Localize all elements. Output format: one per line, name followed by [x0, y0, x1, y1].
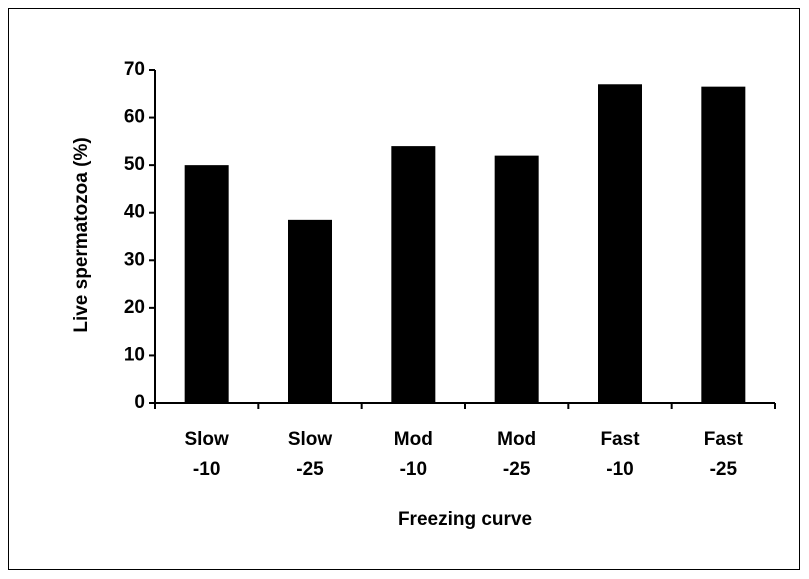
bar	[184, 165, 229, 403]
x-tick-label: Slow -25	[287, 429, 333, 480]
y-tick-label: 0	[134, 392, 145, 413]
x-axis-title: Freezing curve	[398, 509, 532, 530]
bar	[288, 219, 332, 403]
y-tick-label: 30	[124, 249, 145, 270]
bar	[494, 155, 539, 403]
x-tick-label: Slow -10	[184, 429, 229, 480]
x-tick-label: Mod -25	[497, 429, 537, 480]
frame	[8, 8, 800, 570]
x-tick-label: Fast -25	[703, 429, 743, 480]
bar	[701, 86, 746, 404]
y-tick-label: 50	[124, 154, 145, 175]
y-tick-label: 60	[124, 107, 145, 128]
bar	[391, 146, 436, 403]
x-tick-label: Fast -10	[600, 429, 640, 480]
y-tick-label: 20	[124, 297, 145, 318]
y-axis-title: Live spermatozoa (%)	[71, 137, 92, 332]
bar	[598, 84, 642, 404]
y-tick-label: 10	[124, 344, 145, 365]
y-tick-label: 40	[124, 202, 145, 223]
x-tick-label: Mod -10	[393, 429, 433, 480]
y-tick-label: 70	[124, 59, 145, 80]
